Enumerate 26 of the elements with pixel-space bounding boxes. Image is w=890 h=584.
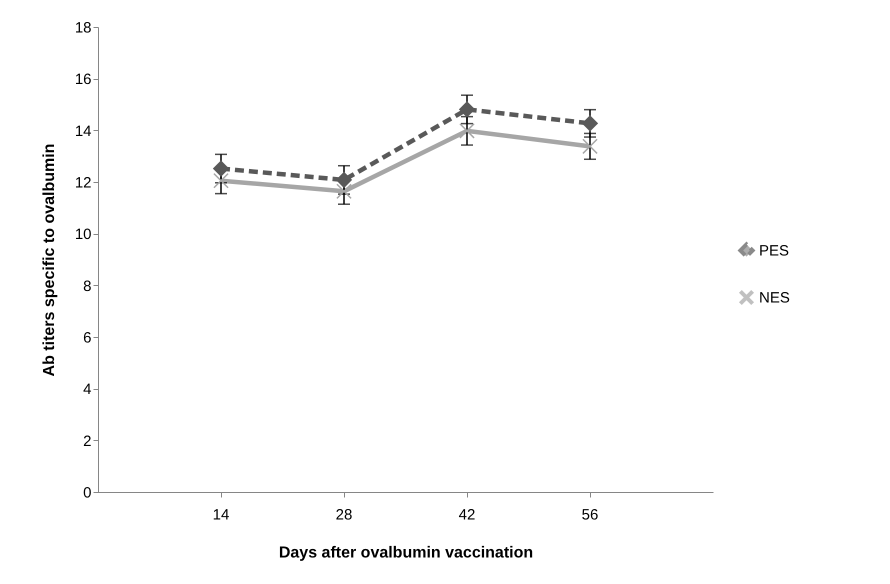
- legend-label: NES: [759, 290, 790, 306]
- point: [459, 102, 475, 118]
- y-tick-label: 18: [74, 20, 92, 36]
- y-tick-label: 12: [74, 174, 92, 192]
- point: [213, 172, 229, 189]
- y-tick-label: 6: [83, 330, 92, 346]
- y-tick-label: 4: [83, 381, 92, 398]
- legend-label: PES: [759, 242, 790, 260]
- y-tick-label: 16: [74, 71, 92, 88]
- x-axis-title: Days after ovalbumin vaccination: [278, 544, 534, 562]
- point: [582, 116, 598, 132]
- y-tick-label: 2: [83, 432, 92, 450]
- y-tick-label: 0: [83, 484, 92, 502]
- y-tick-label: 10: [74, 226, 92, 244]
- point: [336, 172, 352, 188]
- x-tick-label: 56: [582, 506, 598, 524]
- x-tick-label: 28: [336, 506, 352, 524]
- point: [459, 123, 475, 139]
- x-tick-label: 14: [212, 506, 230, 524]
- point: [336, 183, 352, 200]
- y-tick-label: 14: [74, 122, 92, 140]
- y-tick-label: 8: [83, 278, 92, 295]
- point: [213, 160, 229, 176]
- y-axis-title: Ab titers specific to ovalbumin: [40, 144, 58, 376]
- point: [582, 138, 598, 154]
- x-tick-label: 42: [458, 506, 476, 524]
